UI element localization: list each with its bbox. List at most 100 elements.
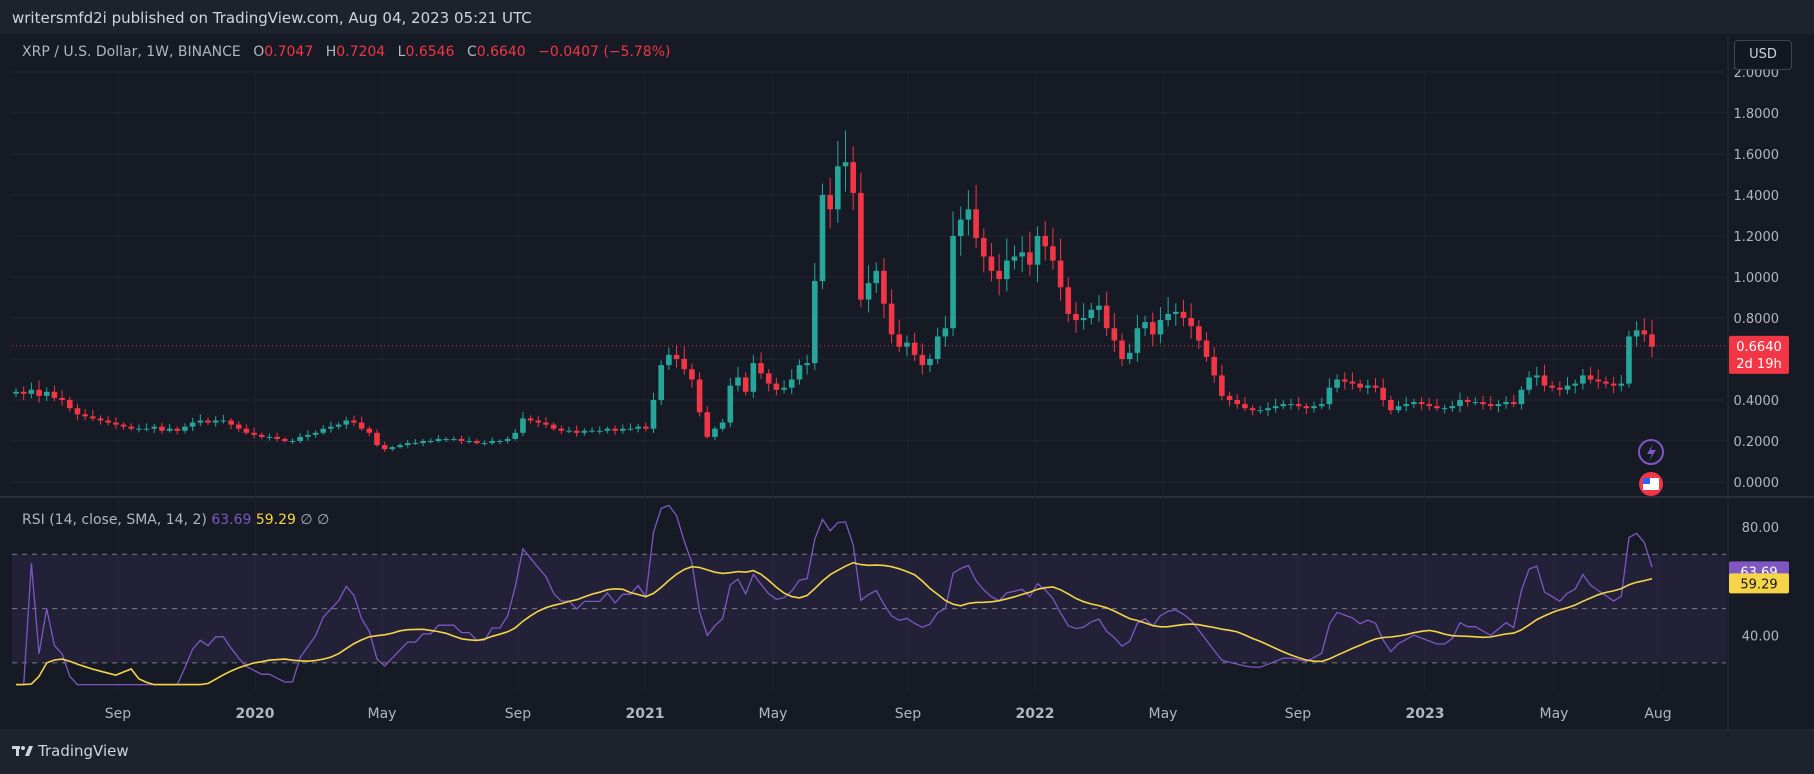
candle-body[interactable] [635,426,641,429]
candle-body[interactable] [1234,400,1241,405]
candle-body[interactable] [97,418,104,421]
candle-body[interactable] [1518,389,1525,405]
candle-body[interactable] [1303,406,1310,409]
candle-body[interactable] [765,373,772,384]
candle-body[interactable] [1326,387,1333,405]
candle-body[interactable] [1188,318,1194,327]
candle-body[interactable] [735,377,741,386]
candle-body[interactable] [1265,408,1271,411]
candle-body[interactable] [1426,404,1433,407]
candle-body[interactable] [1403,404,1410,407]
candle-body[interactable] [1580,375,1586,384]
candle-body[interactable] [842,162,849,167]
candle-body[interactable] [619,428,626,431]
candle-body[interactable] [151,426,158,429]
candle-body[interactable] [512,432,519,439]
candle-body[interactable] [1249,408,1256,411]
candle-body[interactable] [420,441,426,444]
candle-body[interactable] [1541,375,1548,386]
candle-body[interactable] [1388,400,1394,411]
candle-body[interactable] [289,441,296,442]
candle-body[interactable] [927,359,933,366]
candle-body[interactable] [1103,305,1110,329]
candle-body[interactable] [566,430,572,432]
candle-body[interactable] [66,400,73,409]
candle-body[interactable] [1418,402,1425,405]
candle-body[interactable] [1549,385,1555,388]
candle-body[interactable] [1280,404,1287,407]
candle-body[interactable] [328,426,334,429]
candle-body[interactable] [143,428,150,430]
candle-body[interactable] [704,412,711,437]
candle-body[interactable] [804,363,810,366]
candle-body[interactable] [1149,322,1156,335]
symbol-name[interactable]: XRP / U.S. Dollar, 1W, BINANCE [22,44,241,60]
chart-frame[interactable] [0,34,1814,730]
candle-body[interactable] [1142,322,1148,329]
candle-body[interactable] [1487,404,1494,407]
candle-body[interactable] [320,428,327,433]
last-price-badge[interactable] [1729,335,1789,374]
candle-body[interactable] [1165,313,1171,321]
candle-body[interactable] [904,342,910,347]
candle-body[interactable] [1434,406,1440,409]
hide-icon[interactable]: ∅ [300,512,313,528]
candle-body[interactable] [120,424,127,427]
candle-body[interactable] [497,441,503,442]
candle-body[interactable] [1318,404,1325,407]
candle-body[interactable] [1641,330,1648,335]
candle-body[interactable] [712,428,718,437]
hide-icon[interactable]: ∅ [317,512,330,528]
candle-body[interactable] [650,400,657,429]
candle-body[interactable] [1372,385,1379,388]
candle-body[interactable] [427,441,434,442]
candle-body[interactable] [243,428,250,433]
candle-body[interactable] [305,434,311,437]
candle-body[interactable] [581,430,588,433]
candle-body[interactable] [1495,404,1502,407]
candle-body[interactable] [1618,383,1625,386]
candle-body[interactable] [113,422,119,425]
rsi-line[interactable] [16,504,1653,686]
candle-body[interactable] [658,365,664,400]
candle-body[interactable] [573,430,580,433]
candle-body[interactable] [558,428,565,431]
candle-body[interactable] [788,379,795,388]
candle-body[interactable] [911,342,918,355]
candle-body[interactable] [543,422,549,425]
candle-body[interactable] [773,383,780,390]
candle-body[interactable] [282,438,288,441]
candle-body[interactable] [1380,387,1386,400]
candle-body[interactable] [1480,402,1486,405]
candle-body[interactable] [865,283,872,300]
candle-body[interactable] [811,281,818,364]
candle-body[interactable] [1411,402,1417,405]
candle-body[interactable] [451,438,457,440]
candle-body[interactable] [1211,356,1217,376]
candle-body[interactable] [1019,252,1025,257]
candle-body[interactable] [942,328,949,337]
candle-body[interactable] [1334,379,1340,388]
candle-body[interactable] [159,426,165,431]
candle-body[interactable] [750,363,757,392]
candle-body[interactable] [1610,383,1617,386]
candle-body[interactable] [43,391,50,396]
candle-body[interactable] [36,389,42,396]
candle-body[interactable] [136,428,142,430]
candle-body[interactable] [643,426,649,429]
candle-body[interactable] [781,387,787,390]
candle-body[interactable] [980,238,987,257]
candle-body[interactable] [1050,246,1056,261]
candle-body[interactable] [205,420,211,423]
candle-body[interactable] [389,447,396,450]
candle-body[interactable] [888,303,895,335]
candle-body[interactable] [742,377,749,392]
candle-body[interactable] [520,418,526,433]
candle-body[interactable] [404,443,411,446]
candle-body[interactable] [1587,375,1594,380]
candle-body[interactable] [1288,404,1294,406]
candle-body[interactable] [1157,320,1164,335]
candle-body[interactable] [973,209,979,239]
candle-body[interactable] [589,430,595,432]
candle-body[interactable] [612,428,618,431]
